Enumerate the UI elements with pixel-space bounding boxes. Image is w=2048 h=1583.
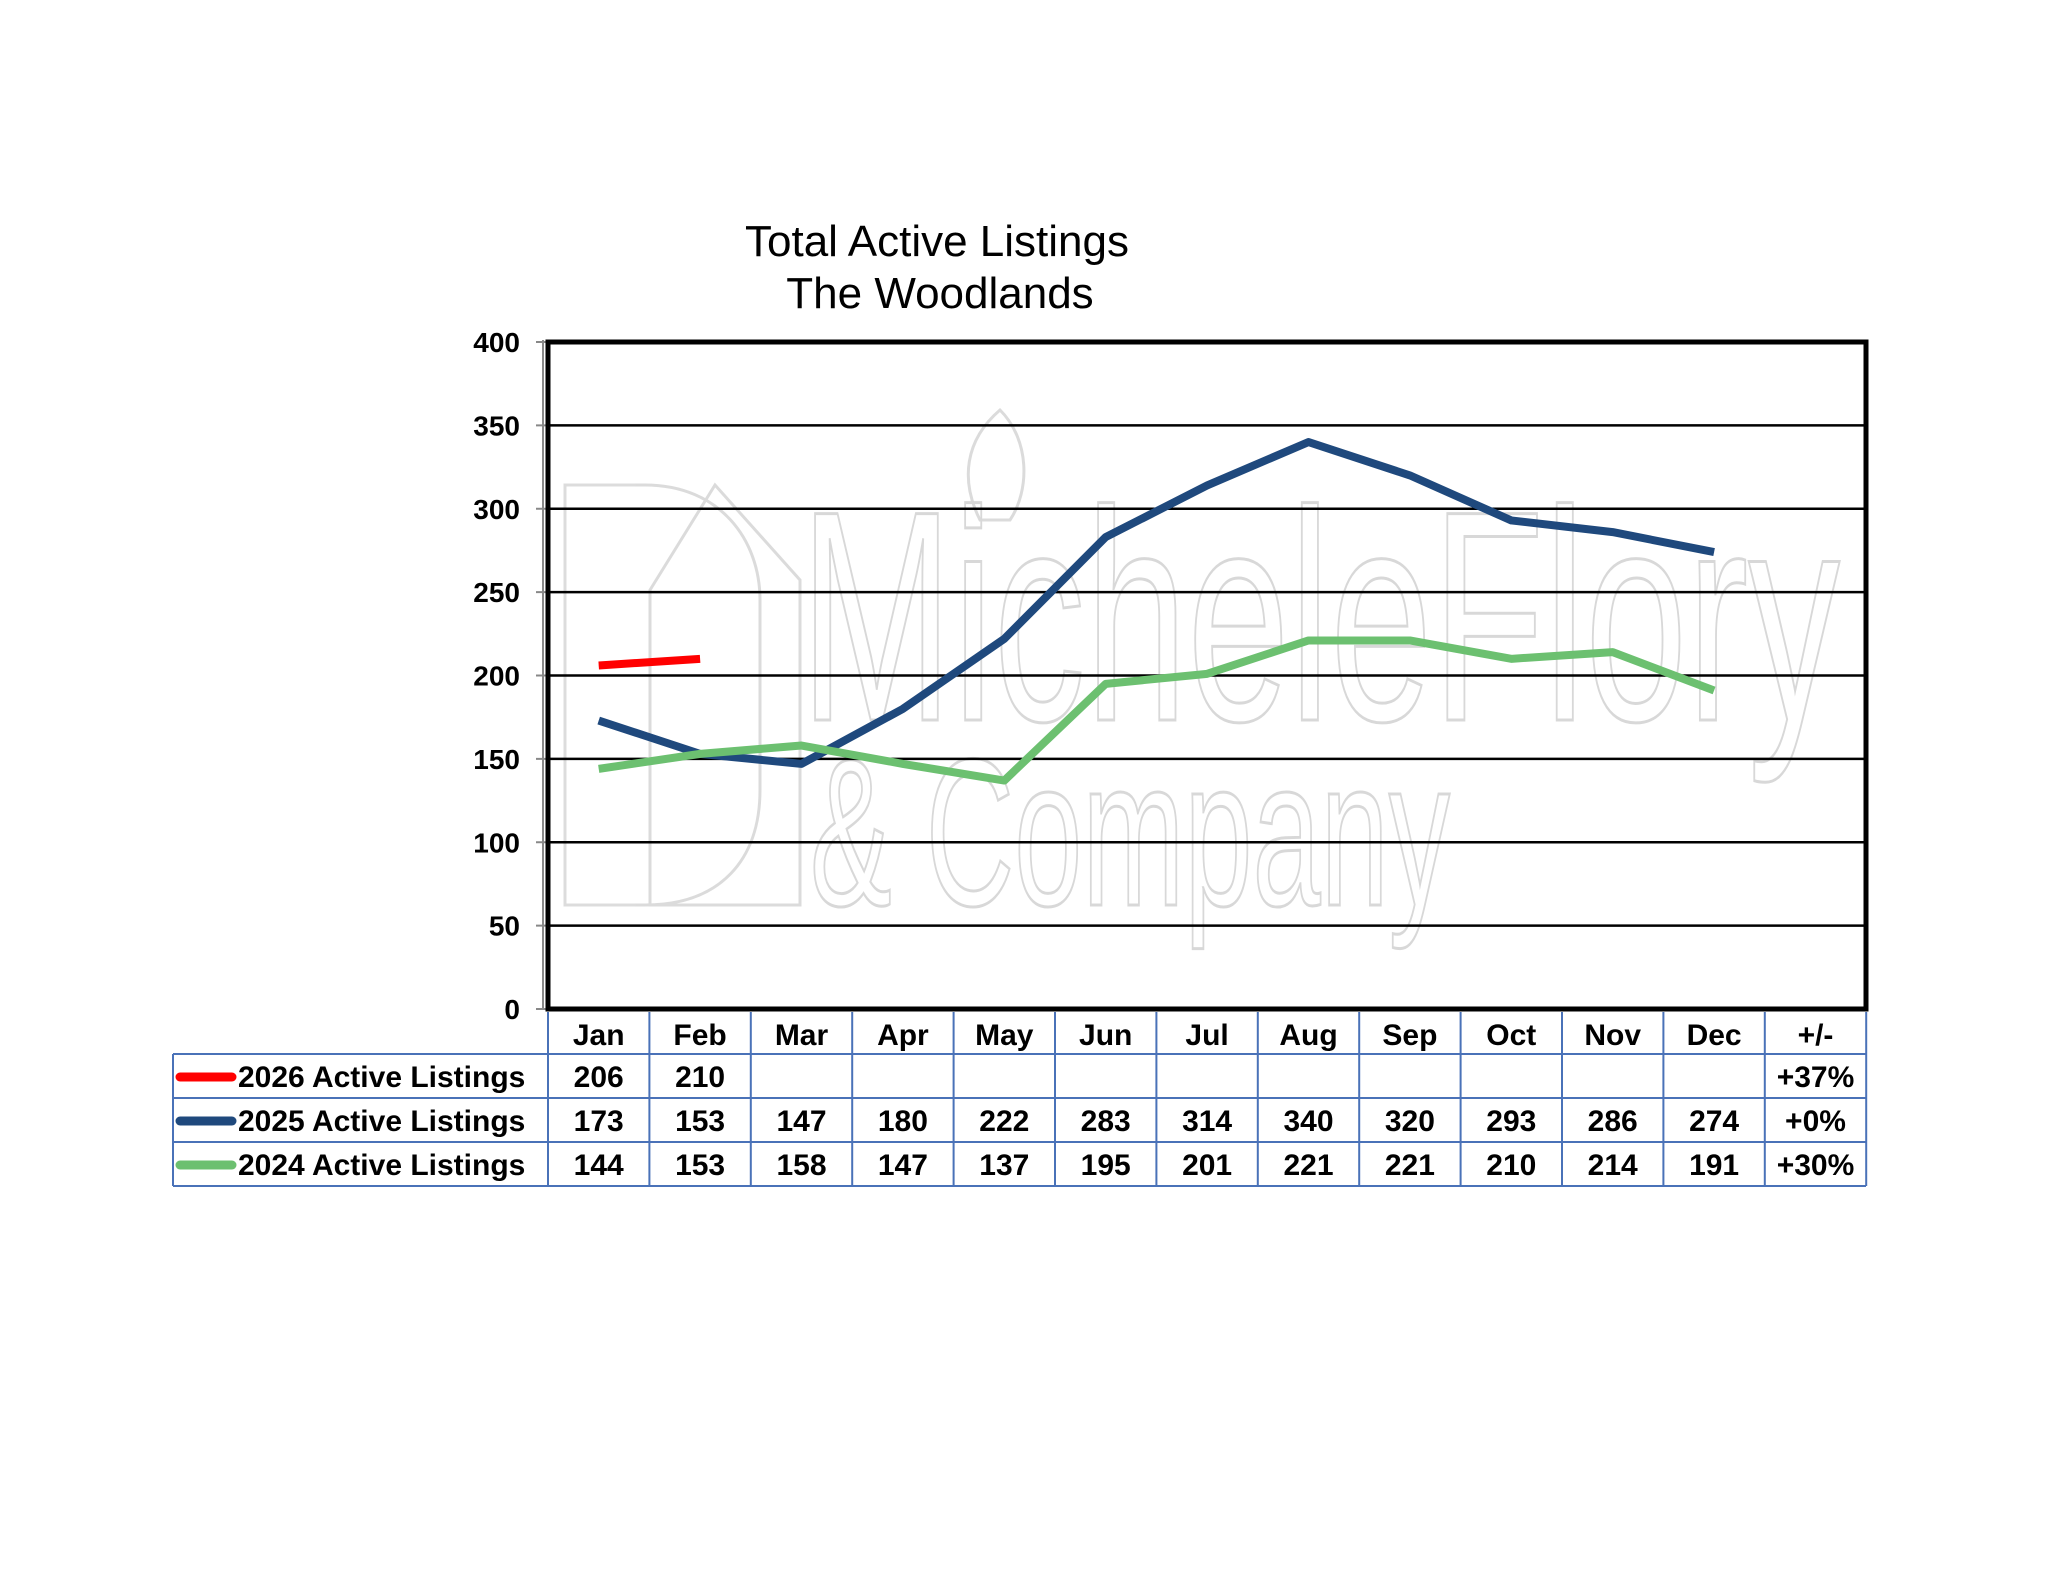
chart-title: Total Active Listings xyxy=(745,217,1129,266)
data-label: 180 xyxy=(878,1105,928,1138)
x-tick-label: Feb xyxy=(673,1019,726,1052)
y-tick-label: 50 xyxy=(489,911,520,942)
series-line xyxy=(598,654,701,670)
plot-frame xyxy=(545,339,1869,1012)
data-label: 147 xyxy=(878,1149,928,1182)
x-tick-label: Nov xyxy=(1584,1019,1641,1052)
watermark-line1: MicheleFlory xyxy=(800,448,1840,786)
watermark-line2: & Company xyxy=(810,715,1450,950)
data-label: 221 xyxy=(1385,1149,1435,1182)
data-label: 286 xyxy=(1588,1105,1638,1138)
y-tick-label: 250 xyxy=(473,577,520,608)
watermark-logo: MicheleFlory & Company xyxy=(563,407,1842,952)
x-tick-label: Oct xyxy=(1486,1019,1536,1052)
data-label: 274 xyxy=(1689,1105,1739,1138)
data-label: 210 xyxy=(1486,1149,1536,1182)
y-tick-label: 100 xyxy=(473,827,520,858)
y-tick-label: 350 xyxy=(473,410,520,441)
data-label: 173 xyxy=(574,1105,624,1138)
data-label: 340 xyxy=(1283,1105,1333,1138)
data-label: 195 xyxy=(1081,1149,1131,1182)
data-label: 206 xyxy=(574,1061,624,1094)
data-label: 320 xyxy=(1385,1105,1435,1138)
change-value: +0% xyxy=(1785,1105,1846,1138)
y-axis-ticks: 0 50 100 150 200 250 300 350 400 xyxy=(473,327,546,1025)
data-label: 210 xyxy=(675,1061,725,1094)
data-label: 222 xyxy=(979,1105,1029,1138)
change-header: +/- xyxy=(1798,1019,1834,1052)
x-tick-label: Jan xyxy=(573,1019,625,1052)
series-line xyxy=(597,438,1715,768)
data-label: 314 xyxy=(1182,1105,1232,1138)
y-tick-label: 0 xyxy=(504,994,520,1025)
legend-label: 2026 Active Listings xyxy=(238,1061,525,1094)
x-tick-label: Aug xyxy=(1279,1019,1337,1052)
x-tick-label: Sep xyxy=(1382,1019,1437,1052)
data-label: 137 xyxy=(979,1149,1029,1182)
change-value: +37% xyxy=(1777,1061,1855,1094)
x-tick-label: May xyxy=(975,1019,1034,1052)
data-table: Jan Feb Mar Apr May Jun Jul Aug Sep Oct Nov Dec +/- 2… xyxy=(172,1012,1868,1187)
data-label: 201 xyxy=(1182,1149,1232,1182)
data-label: 158 xyxy=(776,1149,826,1182)
data-label: 221 xyxy=(1283,1149,1333,1182)
y-tick-label: 150 xyxy=(473,744,520,775)
series-lines xyxy=(597,438,1716,785)
change-value: +30% xyxy=(1777,1149,1855,1182)
x-tick-label: Jun xyxy=(1079,1019,1132,1052)
data-label: 214 xyxy=(1588,1149,1638,1182)
data-label: 147 xyxy=(776,1105,826,1138)
chart-subtitle: The Woodlands xyxy=(786,269,1093,318)
x-tick-label: Mar xyxy=(775,1019,829,1052)
data-label: 283 xyxy=(1081,1105,1131,1138)
x-tick-label: Dec xyxy=(1687,1019,1742,1052)
series-line xyxy=(598,636,1716,785)
data-label: 191 xyxy=(1689,1149,1739,1182)
x-tick-label: Apr xyxy=(877,1019,929,1052)
data-label: 144 xyxy=(574,1149,624,1182)
legend-label: 2025 Active Listings xyxy=(238,1105,525,1138)
x-tick-label: Jul xyxy=(1185,1019,1228,1052)
data-label: 153 xyxy=(675,1105,725,1138)
data-label: 293 xyxy=(1486,1105,1536,1138)
y-tick-label: 400 xyxy=(473,327,520,358)
y-tick-label: 300 xyxy=(473,494,520,525)
legend-label: 2024 Active Listings xyxy=(238,1149,525,1182)
y-tick-label: 200 xyxy=(473,661,520,692)
data-label: 153 xyxy=(675,1149,725,1182)
